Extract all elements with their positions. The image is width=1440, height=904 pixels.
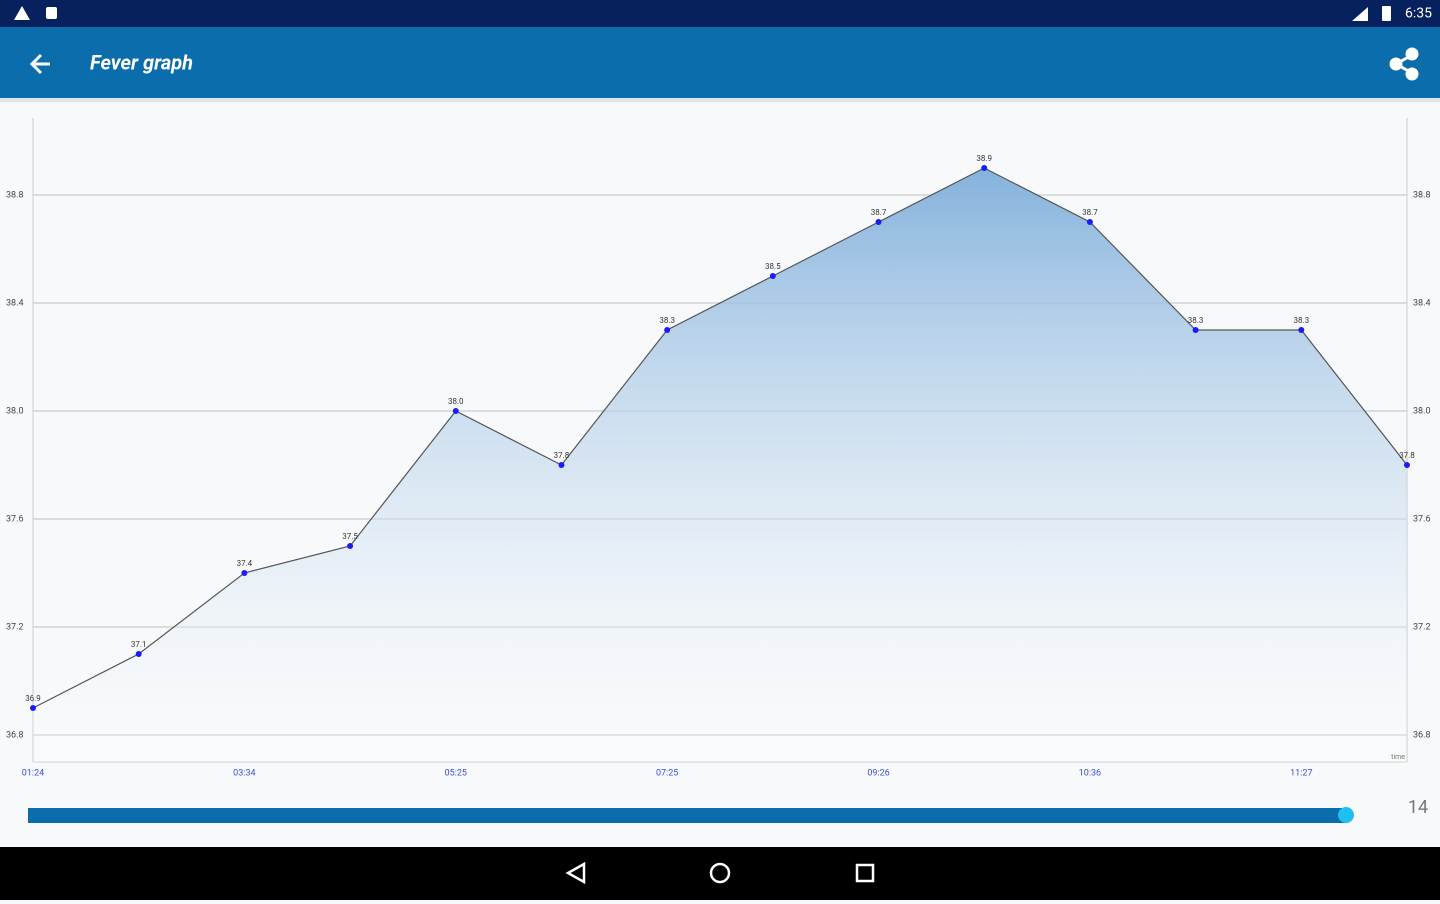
y-tick-label: 37.2 bbox=[6, 622, 24, 632]
data-point bbox=[241, 570, 248, 576]
data-point bbox=[981, 165, 988, 171]
app-bar bbox=[0, 27, 1440, 98]
chart: 36.8 36.8 37.2 37.2 37.6 37.6 38.0 38.0 38.4 38.4… bbox=[6, 118, 1431, 778]
status-bar bbox=[0, 0, 1440, 27]
x-tick-label: 05:25 bbox=[445, 768, 467, 778]
nav-bar bbox=[0, 847, 1440, 900]
data-point bbox=[1086, 219, 1093, 225]
signal-icon bbox=[1352, 7, 1368, 21]
data-point bbox=[769, 273, 776, 279]
slider-thumb[interactable] bbox=[1338, 807, 1354, 823]
y-tick-label: 38.8 bbox=[6, 190, 24, 200]
data-point bbox=[135, 651, 142, 657]
data-label: 38.5 bbox=[765, 262, 781, 271]
y-tick-label: 37.6 bbox=[6, 514, 24, 524]
x-tick-label: 07:25 bbox=[656, 768, 678, 778]
slider-track[interactable] bbox=[28, 808, 1346, 823]
data-label: 37.1 bbox=[131, 640, 147, 649]
data-label: 37.4 bbox=[237, 559, 253, 568]
data-label: 37.8 bbox=[1399, 451, 1415, 460]
nav-home[interactable] bbox=[709, 862, 731, 884]
data-label: 37.5 bbox=[342, 532, 358, 541]
data-label: 38.7 bbox=[1082, 208, 1098, 217]
slider-value: 14 bbox=[1408, 797, 1428, 818]
y2-tick-label: 38.0 bbox=[1413, 406, 1431, 416]
app-title: Fever graph bbox=[90, 50, 193, 74]
x-tick-label: 03:34 bbox=[233, 768, 255, 778]
data-point bbox=[30, 705, 36, 711]
data-point bbox=[664, 327, 671, 333]
y2-tick-label: 36.8 bbox=[1413, 730, 1431, 740]
back-button[interactable] bbox=[29, 53, 50, 75]
data-point bbox=[452, 408, 459, 414]
y2-tick-label: 38.8 bbox=[1413, 190, 1431, 200]
y2-tick-label: 37.2 bbox=[1413, 622, 1431, 632]
battery-icon bbox=[1382, 6, 1391, 21]
x-tick-label: 01:24 bbox=[22, 768, 44, 778]
data-label: 38.3 bbox=[1294, 316, 1310, 325]
status-icon bbox=[46, 7, 57, 19]
data-label: 37.8 bbox=[554, 451, 570, 460]
warning-icon bbox=[14, 6, 30, 20]
x-tick-label: 09:26 bbox=[867, 768, 889, 778]
nav-back[interactable] bbox=[565, 861, 586, 885]
share-button[interactable] bbox=[1389, 47, 1419, 81]
x-tick-label: 11:27 bbox=[1290, 768, 1312, 778]
y-tick-label: 38.4 bbox=[6, 298, 24, 308]
y-tick-label: 36.8 bbox=[6, 730, 24, 740]
data-point bbox=[558, 462, 565, 468]
line bbox=[32, 167, 1408, 709]
data-label: 36.9 bbox=[25, 694, 41, 703]
data-point bbox=[875, 219, 882, 225]
y-tick-label: 38.0 bbox=[6, 406, 24, 416]
data-label: 38.7 bbox=[871, 208, 887, 217]
x-tick-label: 10:36 bbox=[1079, 768, 1101, 778]
data-point bbox=[1404, 462, 1410, 468]
data-point bbox=[1192, 327, 1199, 333]
y2-tick-label: 37.6 bbox=[1413, 514, 1431, 524]
data-label: 38.0 bbox=[448, 397, 464, 406]
y2-tick-label: 38.4 bbox=[1413, 298, 1431, 308]
clock: 6:35 bbox=[1405, 6, 1432, 22]
app-bar-shadow bbox=[0, 98, 1440, 102]
data-point bbox=[347, 543, 354, 549]
data-label: 38.3 bbox=[1188, 316, 1204, 325]
area bbox=[33, 168, 1407, 762]
data-point bbox=[1298, 327, 1305, 333]
data-label: 38.3 bbox=[659, 316, 675, 325]
nav-recents[interactable] bbox=[855, 863, 875, 883]
data-label: 38.9 bbox=[976, 154, 992, 163]
